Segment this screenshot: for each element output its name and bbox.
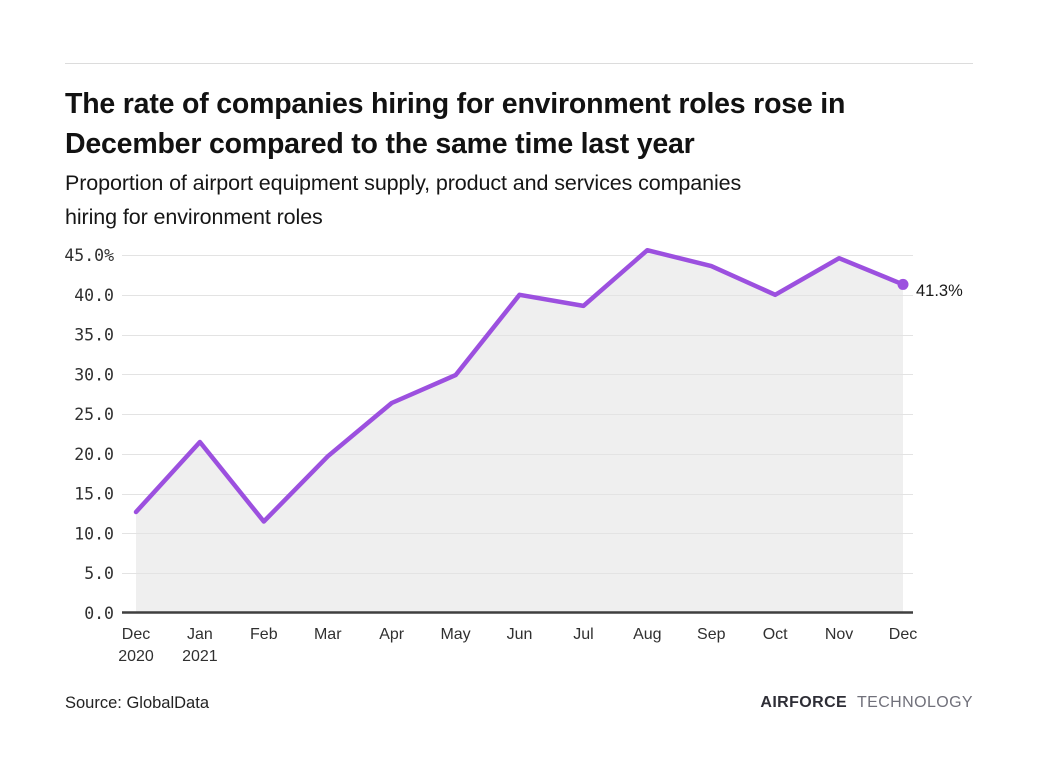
x-tick-label: Feb	[250, 626, 278, 643]
x-tick-label: May	[440, 626, 470, 643]
y-tick-label: 30.0	[74, 365, 114, 384]
y-tick-label: 0.0	[84, 604, 114, 623]
y-tick-label: 10.0	[74, 524, 114, 543]
brand-logo: AIRFORCE TECHNOLOGY	[760, 694, 973, 712]
chart-title: The rate of companies hiring for environ…	[65, 84, 995, 164]
top-divider	[65, 63, 973, 64]
x-tick-label: Oct	[763, 626, 788, 643]
y-tick-label: 15.0	[74, 485, 114, 504]
x-tick-sublabel: 2021	[182, 648, 218, 665]
area-fill	[136, 250, 903, 613]
chart-title-line1: The rate of companies hiring for environ…	[65, 88, 846, 120]
y-tick-label: 20.0	[74, 445, 114, 464]
y-tick-label: 35.0	[74, 326, 114, 345]
y-tick-label: 45.0%	[64, 246, 114, 265]
x-tick-label: Jun	[507, 626, 533, 643]
y-tick-label: 5.0	[84, 564, 114, 583]
chart-subtitle-line1: Proportion of airport equipment supply, …	[65, 171, 742, 195]
chart-title-line2: December compared to the same time last …	[65, 128, 695, 160]
chart-subtitle-line2: hiring for environment roles	[65, 205, 323, 229]
source-credit: Source: GlobalData	[65, 694, 209, 712]
x-tick-label: Dec	[889, 626, 917, 643]
x-tick-label: Nov	[825, 626, 853, 643]
brand-logo-primary: AIRFORCE	[760, 694, 848, 711]
series-line	[133, 247, 906, 524]
x-tick-label: Dec	[122, 626, 150, 643]
end-value-label: 41.3%	[916, 282, 963, 300]
chart-subtitle: Proportion of airport equipment supply, …	[65, 166, 995, 234]
x-tick-label: Aug	[633, 626, 661, 643]
x-tick-label: Mar	[314, 626, 342, 643]
y-tick-label: 40.0	[74, 286, 114, 305]
end-point-marker	[897, 278, 909, 290]
x-tick-sublabel: 2020	[118, 648, 154, 665]
x-tick-label: Sep	[697, 626, 726, 643]
x-tick-label: Jul	[573, 626, 593, 643]
x-tick-label: Apr	[379, 626, 405, 643]
x-tick-label: Jan	[187, 626, 213, 643]
y-tick-label: 25.0	[74, 405, 114, 424]
brand-logo-secondary: TECHNOLOGY	[856, 694, 973, 711]
